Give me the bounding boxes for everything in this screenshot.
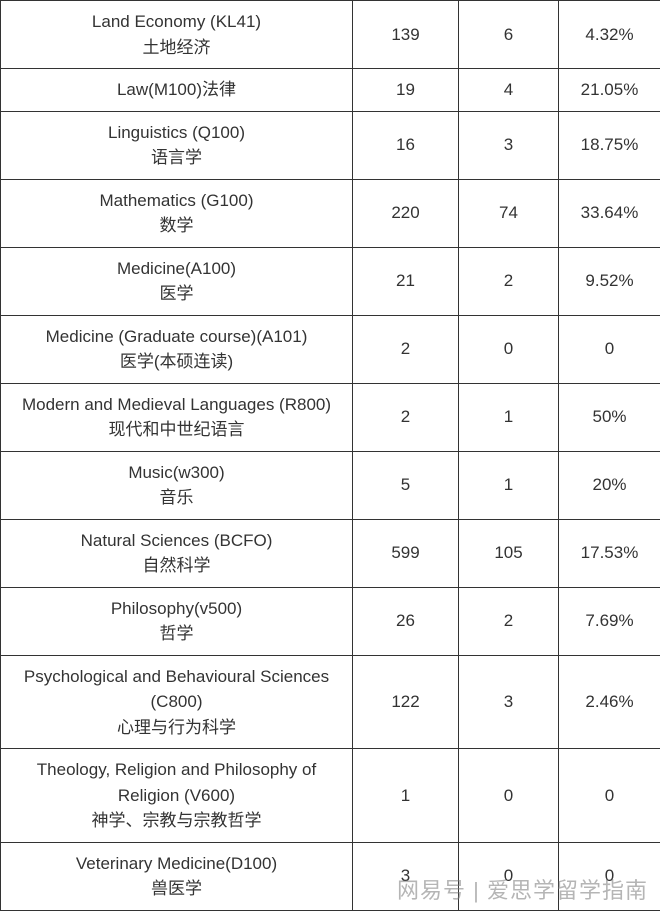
value-cell: 7.69% [559,587,660,655]
course-name-zh: 现代和中世纪语言 [5,417,348,443]
table-row: Music(w300)音乐5120% [1,451,660,519]
course-name-cell: Medicine(A100)医学 [1,247,353,315]
course-name-zh: 心理与行为科学 [5,715,348,741]
course-name-cell: Modern and Medieval Languages (R800)现代和中… [1,383,353,451]
table-row: Theology, Religion and Philosophy of Rel… [1,749,660,843]
value-cell: 2.46% [559,655,660,749]
value-cell: 2 [353,315,459,383]
value-cell: 74 [459,179,559,247]
value-cell: 3 [459,655,559,749]
value-cell: 0 [559,315,660,383]
value-cell: 0 [459,842,559,910]
value-cell: 50% [559,383,660,451]
course-name-en: Law(M100)法律 [5,77,348,103]
value-cell: 0 [459,315,559,383]
value-cell: 17.53% [559,519,660,587]
course-name-cell: Law(M100)法律 [1,69,353,112]
value-cell: 16 [353,111,459,179]
table-row: Medicine (Graduate course)(A101)医学(本硕连读)… [1,315,660,383]
course-name-zh: 医学 [5,281,348,307]
value-cell: 220 [353,179,459,247]
value-cell: 21 [353,247,459,315]
table-row: Modern and Medieval Languages (R800)现代和中… [1,383,660,451]
value-cell: 599 [353,519,459,587]
course-name-en: Psychological and Behavioural Sciences (… [5,664,348,715]
courses-table: Land Economy (KL41)土地经济13964.32%Law(M100… [0,0,660,911]
value-cell: 4 [459,69,559,112]
value-cell: 4.32% [559,1,660,69]
course-name-en: Land Economy (KL41) [5,9,348,35]
course-name-en: Music(w300) [5,460,348,486]
course-name-cell: Natural Sciences (BCFO)自然科学 [1,519,353,587]
value-cell: 33.64% [559,179,660,247]
course-name-en: Medicine (Graduate course)(A101) [5,324,348,350]
value-cell: 2 [459,247,559,315]
table-row: Psychological and Behavioural Sciences (… [1,655,660,749]
course-name-en: Veterinary Medicine(D100) [5,851,348,877]
value-cell: 19 [353,69,459,112]
value-cell: 0 [559,749,660,843]
course-name-zh: 数学 [5,213,348,239]
value-cell: 3 [459,111,559,179]
value-cell: 18.75% [559,111,660,179]
course-name-zh: 兽医学 [5,876,348,902]
table-row: Natural Sciences (BCFO)自然科学59910517.53% [1,519,660,587]
value-cell: 122 [353,655,459,749]
value-cell: 6 [459,1,559,69]
course-name-en: Theology, Religion and Philosophy of Rel… [5,757,348,808]
value-cell: 2 [353,383,459,451]
course-name-en: Linguistics (Q100) [5,120,348,146]
value-cell: 2 [459,587,559,655]
value-cell: 26 [353,587,459,655]
course-name-en: Modern and Medieval Languages (R800) [5,392,348,418]
course-name-cell: Veterinary Medicine(D100)兽医学 [1,842,353,910]
course-name-en: Philosophy(v500) [5,596,348,622]
table-row: Linguistics (Q100)语言学16318.75% [1,111,660,179]
table-row: Law(M100)法律19421.05% [1,69,660,112]
course-name-zh: 语言学 [5,145,348,171]
course-name-cell: Philosophy(v500)哲学 [1,587,353,655]
table-row: Land Economy (KL41)土地经济13964.32% [1,1,660,69]
value-cell: 3 [353,842,459,910]
course-name-cell: Psychological and Behavioural Sciences (… [1,655,353,749]
course-name-cell: Medicine (Graduate course)(A101)医学(本硕连读) [1,315,353,383]
course-name-cell: Linguistics (Q100)语言学 [1,111,353,179]
value-cell: 139 [353,1,459,69]
value-cell: 105 [459,519,559,587]
course-name-cell: Mathematics (G100)数学 [1,179,353,247]
course-name-en: Natural Sciences (BCFO) [5,528,348,554]
table-row: Mathematics (G100)数学2207433.64% [1,179,660,247]
table-row: Medicine(A100)医学2129.52% [1,247,660,315]
value-cell: 21.05% [559,69,660,112]
course-name-zh: 土地经济 [5,35,348,61]
value-cell: 1 [459,383,559,451]
table-row: Veterinary Medicine(D100)兽医学300 [1,842,660,910]
course-name-zh: 神学、宗教与宗教哲学 [5,808,348,834]
course-name-cell: Land Economy (KL41)土地经济 [1,1,353,69]
course-name-en: Medicine(A100) [5,256,348,282]
value-cell: 0 [459,749,559,843]
course-name-zh: 音乐 [5,485,348,511]
value-cell: 0 [559,842,660,910]
course-name-cell: Music(w300)音乐 [1,451,353,519]
table-row: Philosophy(v500)哲学2627.69% [1,587,660,655]
value-cell: 1 [459,451,559,519]
value-cell: 1 [353,749,459,843]
value-cell: 20% [559,451,660,519]
value-cell: 9.52% [559,247,660,315]
course-name-en: Mathematics (G100) [5,188,348,214]
course-name-zh: 医学(本硕连读) [5,349,348,375]
course-name-zh: 自然科学 [5,553,348,579]
value-cell: 5 [353,451,459,519]
course-name-cell: Theology, Religion and Philosophy of Rel… [1,749,353,843]
course-name-zh: 哲学 [5,621,348,647]
